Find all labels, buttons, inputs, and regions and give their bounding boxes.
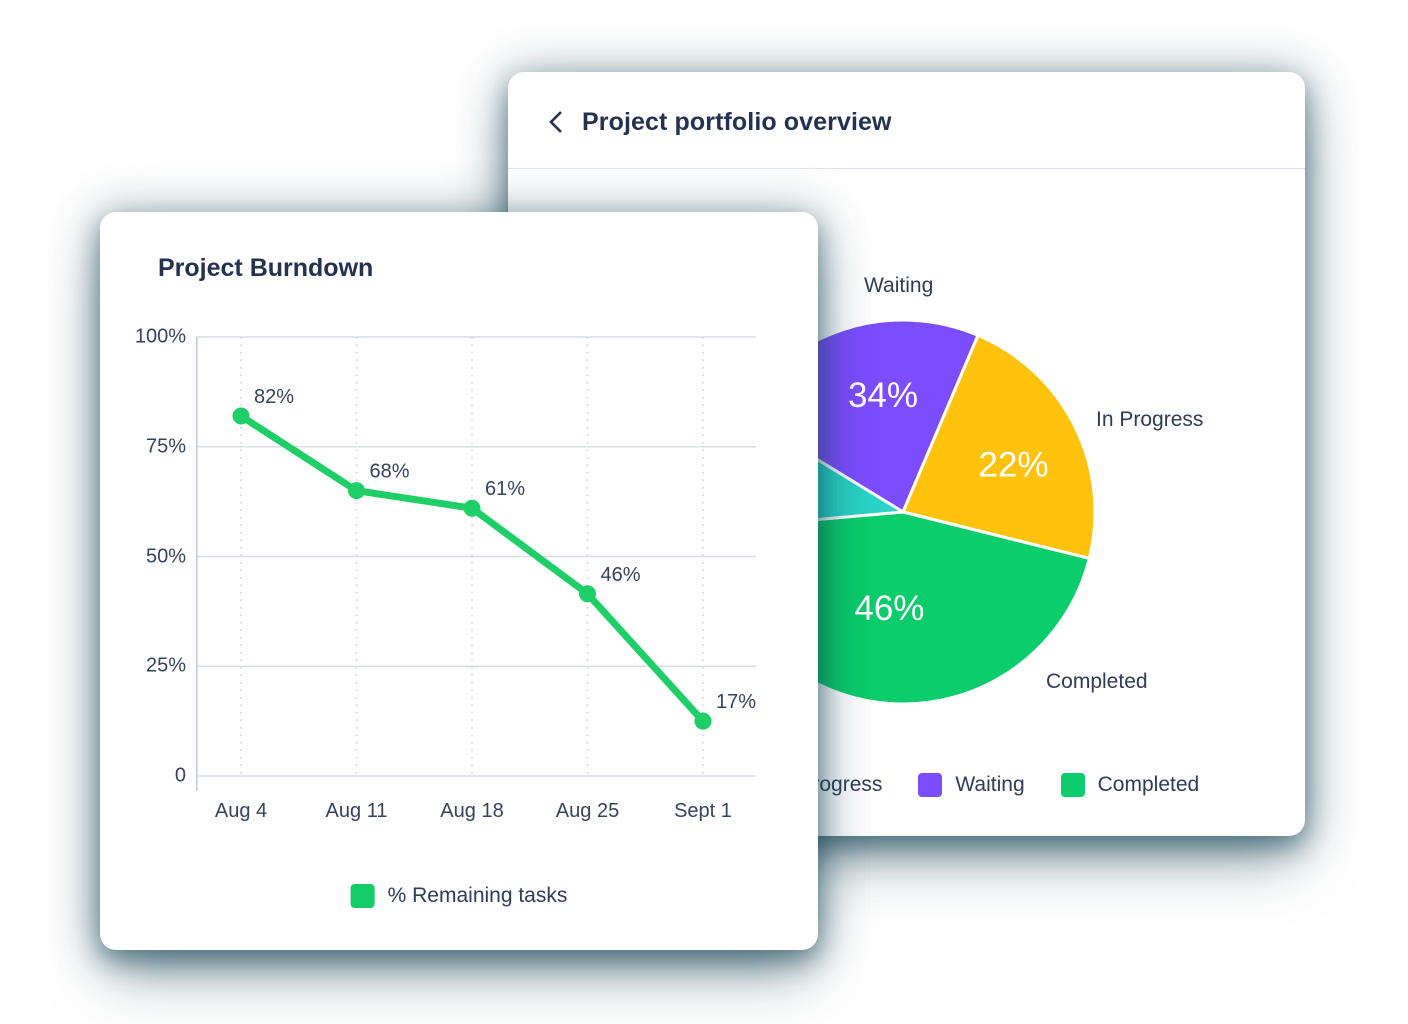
y-axis-labels: 100% 75% 50% 25% 0: [100, 326, 186, 787]
x-tick-label: Aug 4: [214, 800, 268, 822]
x-tick-label: Sept 1: [674, 800, 732, 822]
legend-item-completed: Completed: [1060, 773, 1199, 797]
back-button[interactable]: [544, 107, 568, 137]
pie-label-in-progress: In Progress: [1096, 408, 1204, 431]
x-axis-labels: Aug 4 Aug 11 Aug 18 Aug 25 Sept 1: [100, 800, 818, 826]
point-label: 61%: [485, 478, 525, 500]
point-label: 46%: [601, 564, 641, 586]
waiting-swatch: [918, 773, 943, 797]
portfolio-header: Project portfolio overview: [544, 107, 892, 137]
legend-item-waiting: Waiting: [918, 773, 1025, 797]
pie-legend: In Progress Waiting Completed: [738, 773, 1199, 797]
point-label: 17%: [716, 691, 756, 713]
data-point-aug-25: [579, 585, 596, 603]
completed-swatch: [1060, 773, 1085, 797]
x-tick-label: Aug 18: [440, 800, 504, 822]
y-tick-label: 25%: [145, 654, 186, 677]
data-point-sept-1: [694, 712, 712, 730]
page-title: Project portfolio overview: [582, 107, 892, 136]
y-tick-label: 100%: [134, 325, 186, 348]
data-point-aug-18: [463, 499, 481, 517]
burndown-line-chart: 82% 68% 61% 46% 17%: [196, 336, 756, 791]
data-point-aug-4: [232, 407, 250, 425]
chevron-left-icon: [549, 111, 562, 133]
y-tick-label: 75%: [145, 435, 186, 458]
pie-slice-in-progress: [901, 333, 1097, 560]
header-divider: [508, 168, 1305, 169]
pie-value-label: 22%: [979, 445, 1049, 484]
pie-value-label: 34%: [848, 376, 918, 415]
point-label: 82%: [254, 386, 294, 408]
y-tick-label: 0: [174, 764, 186, 787]
x-tick-label: Aug 11: [325, 800, 388, 822]
pie-label-completed: Completed: [1046, 670, 1148, 693]
burndown-legend: % Remaining tasks: [350, 884, 567, 908]
point-label: 68%: [370, 461, 410, 483]
y-tick-label: 50%: [145, 545, 186, 567]
pie-label-waiting: Waiting: [864, 274, 934, 297]
burndown-card: Project Burndown 100% 75% 50% 25% 0 82% 68% 61…: [100, 212, 818, 950]
chart-title: Project Burndown: [158, 254, 374, 282]
pie-value-label: 46%: [854, 589, 924, 628]
data-point-aug-11: [348, 482, 365, 500]
remaining-tasks-swatch: [350, 884, 375, 908]
x-tick-label: Aug 25: [555, 800, 620, 822]
